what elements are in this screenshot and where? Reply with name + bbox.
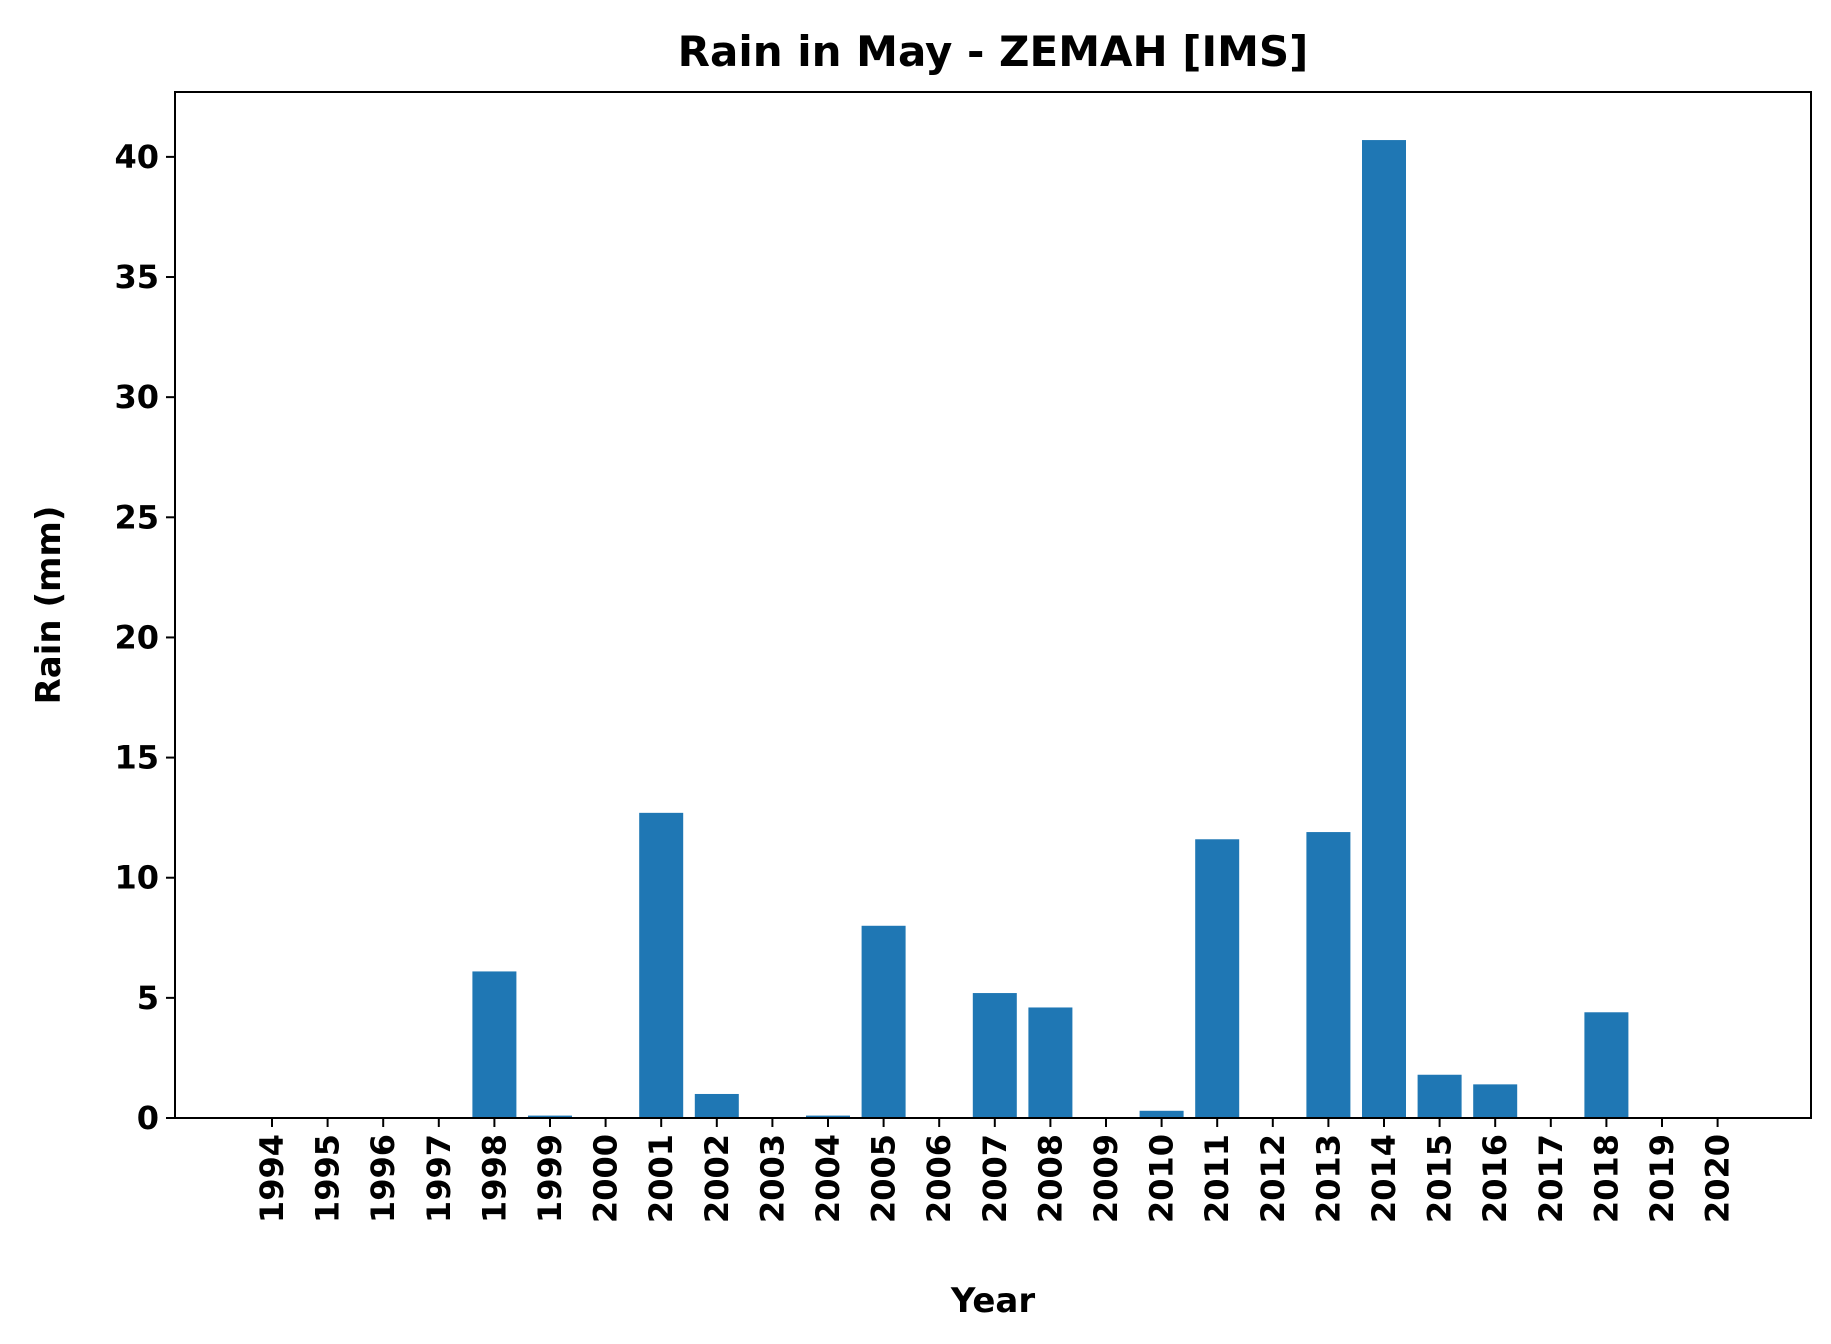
x-axis-label: Year: [950, 1281, 1036, 1321]
x-tick-label-2004: 2004: [809, 1134, 847, 1223]
x-tick-label-2016: 2016: [1476, 1134, 1514, 1223]
y-tick-label-25: 25: [114, 498, 159, 536]
bar-2011: [1195, 839, 1240, 1118]
bar-2001: [639, 812, 684, 1118]
x-tick-label-2019: 2019: [1643, 1134, 1681, 1223]
bar-2015: [1417, 1074, 1462, 1118]
x-tick-label-1996: 1996: [364, 1134, 402, 1223]
x-tick-label-2009: 2009: [1087, 1134, 1125, 1223]
y-tick-label-35: 35: [114, 258, 159, 296]
y-tick-label-30: 30: [114, 378, 159, 416]
x-axis: 1994 1995 1996 1997 1998 1999 2000 2001 2002 2003…: [253, 1118, 1737, 1223]
x-tick-label-2020: 2020: [1699, 1134, 1737, 1223]
bar-2005: [861, 925, 906, 1118]
y-axis: 0 5 10 15 20 25 30 35 40: [114, 138, 175, 1137]
y-tick-label-20: 20: [114, 618, 159, 656]
bar-2018: [1584, 1012, 1629, 1118]
bar-2013: [1306, 832, 1351, 1118]
plot-frame: [174, 91, 1812, 1119]
x-tick-label-2017: 2017: [1532, 1134, 1570, 1223]
x-tick-label-2018: 2018: [1587, 1134, 1625, 1223]
x-tick-label-2011: 2011: [1198, 1134, 1236, 1223]
y-tick-label-5: 5: [137, 979, 159, 1017]
x-tick-label-2003: 2003: [753, 1134, 791, 1223]
x-tick-label-2007: 2007: [976, 1134, 1014, 1223]
bar-1998: [472, 971, 517, 1118]
x-tick-label-2002: 2002: [698, 1134, 736, 1223]
x-tick-label-1995: 1995: [309, 1134, 347, 1223]
y-tick-label-40: 40: [114, 138, 159, 176]
x-tick-label-2000: 2000: [587, 1134, 625, 1223]
bar-1999: [528, 1115, 572, 1118]
chart-title: Rain in May - ZEMAH [IMS]: [678, 27, 1309, 76]
x-tick-label-2001: 2001: [642, 1134, 680, 1223]
y-tick-label-10: 10: [114, 859, 159, 897]
y-tick-label-0: 0: [137, 1099, 159, 1137]
bars-group: [472, 140, 1629, 1118]
bar-2016: [1473, 1084, 1518, 1118]
y-tick-label-15: 15: [114, 739, 159, 777]
bar-2008: [1028, 1007, 1073, 1118]
x-tick-label-1994: 1994: [253, 1134, 291, 1223]
x-tick-label-2013: 2013: [1309, 1134, 1347, 1223]
bar-2010: [1139, 1110, 1184, 1118]
x-tick-label-1997: 1997: [420, 1134, 458, 1223]
x-tick-label-1998: 1998: [475, 1134, 513, 1223]
x-tick-label-2012: 2012: [1254, 1134, 1292, 1223]
x-tick-label-2014: 2014: [1365, 1134, 1403, 1223]
x-tick-label-2006: 2006: [920, 1134, 958, 1223]
bar-2002: [694, 1093, 739, 1118]
x-tick-label-2010: 2010: [1143, 1134, 1181, 1223]
bar-2014: [1362, 140, 1406, 1118]
x-tick-label-2005: 2005: [865, 1134, 903, 1223]
x-tick-label-2015: 2015: [1421, 1134, 1459, 1223]
bar-2004: [806, 1115, 850, 1118]
x-tick-label-2008: 2008: [1031, 1134, 1069, 1223]
y-axis-label: Rain (mm): [29, 506, 69, 705]
bar-2007: [972, 993, 1017, 1118]
x-tick-label-1999: 1999: [531, 1134, 569, 1223]
